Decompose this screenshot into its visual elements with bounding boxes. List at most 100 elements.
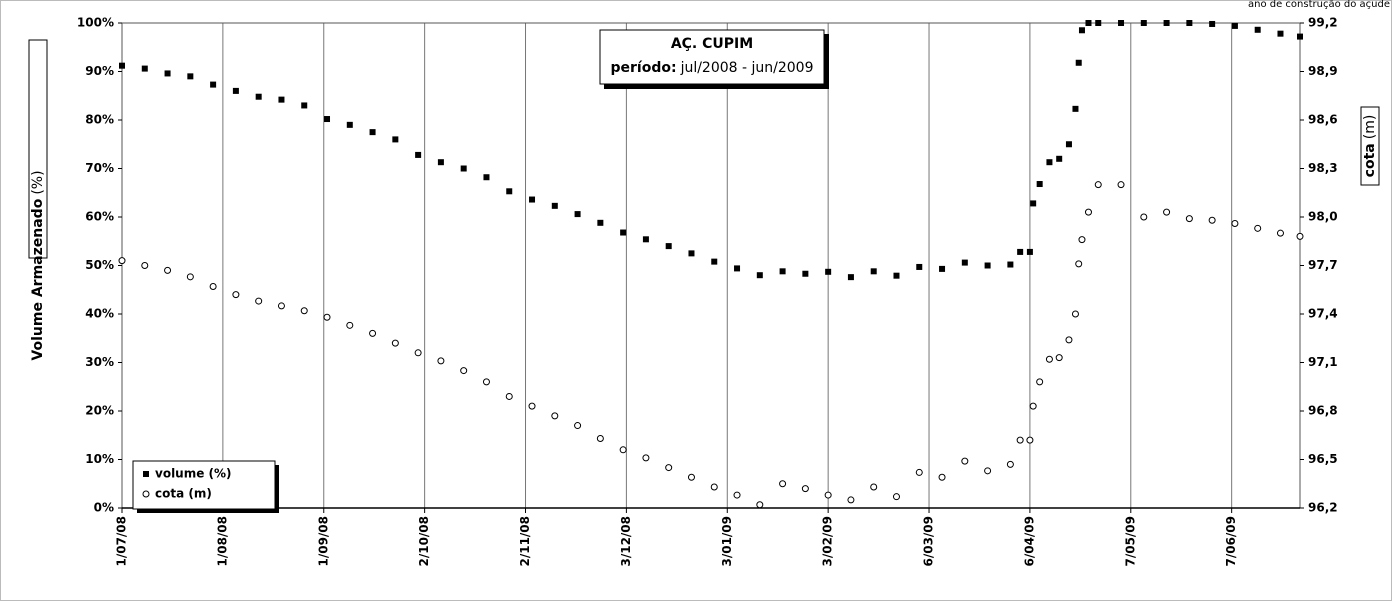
cota-point bbox=[232, 291, 240, 299]
x-tick-label: 7/06/09 bbox=[1224, 516, 1238, 567]
cota-point bbox=[619, 446, 627, 454]
cota-point bbox=[1045, 355, 1053, 363]
y-tick-label: 10% bbox=[85, 452, 114, 466]
volume-point bbox=[187, 73, 194, 80]
x-tick-label: 6/04/09 bbox=[1022, 516, 1036, 567]
volume-point bbox=[984, 262, 991, 269]
volume-point bbox=[210, 81, 217, 88]
title-box bbox=[599, 29, 825, 85]
volume-point bbox=[506, 188, 513, 195]
volume-point bbox=[756, 272, 763, 279]
cota-point bbox=[1296, 232, 1304, 240]
volume-point bbox=[779, 268, 786, 275]
volume-point bbox=[734, 265, 741, 272]
volume-point bbox=[119, 62, 125, 69]
subtitle-label: período: bbox=[610, 60, 676, 76]
cota-point bbox=[141, 262, 149, 269]
cota-point bbox=[1055, 354, 1063, 362]
x-tick-label: 3/02/09 bbox=[821, 516, 835, 567]
cota-point bbox=[1016, 436, 1024, 444]
cota-point bbox=[1117, 181, 1125, 189]
cota-point bbox=[1075, 260, 1083, 268]
volume-point bbox=[1065, 141, 1072, 148]
cota-point bbox=[687, 473, 695, 481]
cota-point bbox=[551, 412, 559, 420]
volume-point bbox=[278, 96, 285, 103]
x-tick-label: 2/11/08 bbox=[518, 516, 532, 567]
x-tick-label: 1/09/08 bbox=[316, 516, 330, 567]
y2-tick-label: 97,7 bbox=[1308, 258, 1338, 272]
cota-point bbox=[482, 378, 490, 386]
cota-point bbox=[1029, 402, 1037, 410]
y-axis-label-unit: (%) bbox=[30, 170, 46, 194]
cota-point bbox=[1026, 436, 1034, 444]
cota-point bbox=[209, 283, 217, 291]
cota-point bbox=[1276, 229, 1284, 237]
volume-point bbox=[1231, 22, 1238, 29]
volume-point bbox=[1056, 155, 1063, 162]
y-tick-label: 100% bbox=[77, 16, 114, 30]
cota-point bbox=[847, 496, 855, 504]
cota-point bbox=[414, 349, 422, 357]
cota-point bbox=[391, 339, 399, 347]
volume-point bbox=[1036, 181, 1043, 188]
volume-point bbox=[232, 87, 239, 94]
cota-point bbox=[164, 266, 172, 274]
volume-point bbox=[1140, 20, 1147, 26]
volume-point bbox=[369, 129, 376, 136]
y2-tick-label: 96,5 bbox=[1308, 452, 1338, 466]
y-tick-label: 40% bbox=[85, 307, 114, 321]
y2-tick-label: 96,2 bbox=[1308, 501, 1338, 515]
y-axis-label-name: Volume Armazenado bbox=[30, 198, 46, 360]
subtitle-value: jul/2008 - jun/2009 bbox=[680, 60, 814, 76]
volume-point bbox=[1007, 261, 1014, 268]
volume-point bbox=[961, 259, 968, 266]
volume-point bbox=[870, 268, 877, 275]
cota-point bbox=[1163, 208, 1171, 216]
cota-point bbox=[801, 485, 809, 493]
cota-point bbox=[300, 307, 308, 315]
volume-point bbox=[1297, 33, 1303, 40]
cota-point bbox=[574, 422, 582, 430]
cota-point bbox=[1140, 213, 1148, 221]
volume-point bbox=[437, 159, 444, 166]
cota-point bbox=[710, 483, 718, 491]
y2-axis-label-box bbox=[1360, 106, 1380, 186]
x-tick-label: 2/10/08 bbox=[417, 516, 431, 567]
cota-point bbox=[118, 257, 126, 265]
cota-point bbox=[733, 491, 741, 499]
volume-point bbox=[346, 121, 353, 128]
y2-tick-label: 99,2 bbox=[1308, 16, 1338, 30]
cota-point bbox=[756, 501, 764, 509]
volume-point bbox=[301, 102, 308, 109]
cota-point bbox=[1094, 181, 1102, 189]
cota-point bbox=[460, 367, 468, 375]
volume-point bbox=[392, 136, 399, 143]
cota-point bbox=[505, 392, 513, 400]
cota-point bbox=[961, 457, 969, 465]
volume-point bbox=[460, 165, 467, 172]
volume-point bbox=[939, 265, 946, 272]
y2-tick-label: 97,4 bbox=[1308, 307, 1338, 321]
cota-point bbox=[1036, 378, 1044, 386]
y-tick-label: 20% bbox=[85, 404, 114, 418]
annotation: ano de construção do açude bbox=[1248, 0, 1390, 10]
cota-point bbox=[938, 473, 946, 481]
legend-label: cota (m) bbox=[155, 487, 212, 501]
legend-box bbox=[132, 460, 276, 510]
chart-title: AÇ. CUPIM bbox=[671, 36, 753, 52]
cota-point bbox=[665, 464, 673, 472]
y-tick-label: 90% bbox=[85, 64, 114, 78]
cota-point bbox=[984, 467, 992, 475]
volume-point bbox=[1078, 27, 1085, 34]
plot-frame bbox=[121, 22, 1301, 509]
cota-point bbox=[892, 493, 900, 501]
cota-point bbox=[323, 313, 331, 321]
y-tick-label: 0% bbox=[94, 501, 114, 515]
y-axis-label: Volume Armazenado (%) bbox=[30, 170, 46, 360]
cota-point bbox=[528, 402, 536, 410]
volume-point bbox=[1026, 248, 1033, 255]
cota-point bbox=[870, 483, 878, 491]
y-tick-label: 60% bbox=[85, 210, 114, 224]
